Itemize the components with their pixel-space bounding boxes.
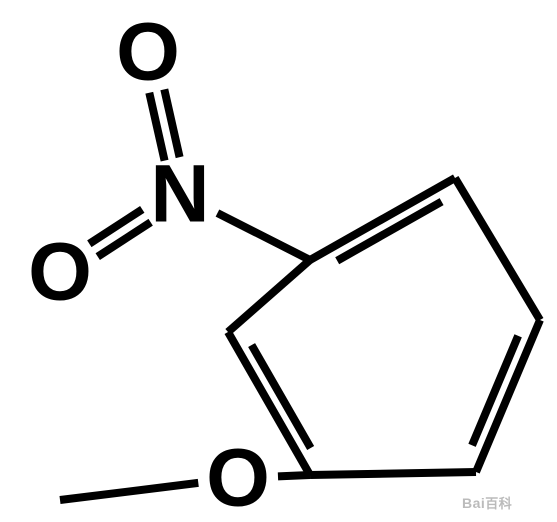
molecule-diagram: ONOOBai百科	[0, 0, 557, 522]
atom-label-o3: O	[206, 433, 270, 522]
atom-label-o2: O	[28, 227, 92, 318]
atom-label-o1: O	[116, 7, 180, 98]
watermark: Bai百科	[462, 495, 512, 511]
atom-label-n: N	[150, 149, 209, 240]
